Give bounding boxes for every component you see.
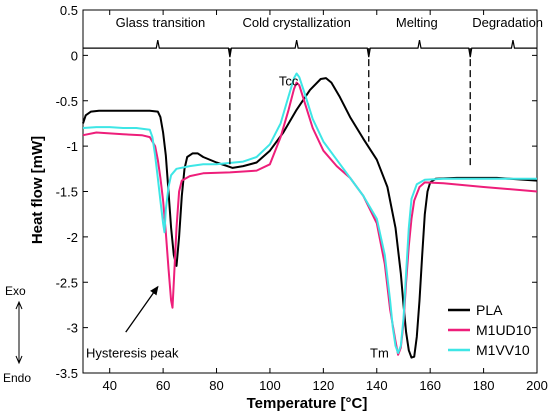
series-line-m1ud10 (82, 81, 538, 356)
x-tick-label: 120 (313, 378, 335, 393)
legend-label-pla: PLA (476, 302, 503, 318)
x-axis-label: Temperature [°C] (247, 395, 368, 412)
series-line-pla (82, 77, 538, 359)
phase-label: Cold crystallization (242, 15, 350, 30)
y-tick-label: 0 (71, 48, 78, 63)
y-tick-label: -0.5 (56, 94, 78, 109)
x-tick-label: 60 (156, 378, 170, 393)
phase-label: Melting (396, 15, 438, 30)
endo-label: Endo (3, 371, 31, 385)
exo-label: Exo (5, 284, 26, 298)
x-tick-label: 160 (419, 378, 441, 393)
endo-arrowhead (15, 355, 23, 365)
legend: PLA M1UD10 M1VV10 (448, 302, 531, 358)
annotation-layer: Glass transition Cold crystallization Melt… (83, 15, 543, 361)
legend-label-m1vv10: M1VV10 (476, 342, 530, 358)
y-tick-label: -2 (66, 230, 78, 245)
y-tick-label: -1.5 (56, 185, 78, 200)
phase-label: Glass transition (116, 15, 206, 30)
exo-endo-indicator: Exo Endo (3, 284, 31, 385)
hysteresis-arrow (125, 285, 159, 333)
reference-baseline (83, 40, 537, 58)
axis-labels: Temperature [°C] Heat flow [mW] (29, 136, 367, 412)
y-tick-label: 0.5 (60, 3, 78, 18)
series-layer (82, 72, 538, 359)
exo-arrowhead (15, 300, 23, 310)
y-tick-label: -2.5 (56, 275, 78, 290)
series-line-m1vv10 (82, 72, 537, 354)
plot-frame (82, 9, 538, 374)
y-axis-label: Heat flow [mW] (29, 136, 46, 244)
x-tick-label: 200 (526, 378, 548, 393)
x-tick-label: 40 (102, 378, 116, 393)
x-tick-label: 100 (259, 378, 281, 393)
hysteresis-label: Hysteresis peak (86, 346, 179, 361)
tm-label: Tm (370, 346, 389, 361)
x-tick-label: 80 (209, 378, 223, 393)
y-tick-label: -3.5 (56, 366, 78, 381)
phase-label: Degradation (472, 15, 543, 30)
x-tick-label: 140 (366, 378, 388, 393)
legend-label-m1ud10: M1UD10 (476, 322, 531, 338)
tcc-label: Tcc (279, 73, 299, 88)
x-tick-label: 180 (473, 378, 495, 393)
plot-area: 40 60 80 100 120 140 160 180 200 0.5 0 -0.5 -1 -1.5 -2… (56, 3, 548, 393)
y-tick-label: -1 (66, 139, 78, 154)
y-tick-label: -3 (66, 321, 78, 336)
